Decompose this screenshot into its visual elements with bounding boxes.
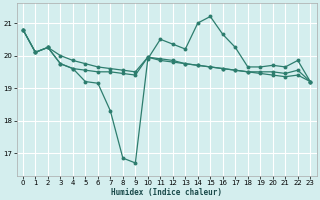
X-axis label: Humidex (Indice chaleur): Humidex (Indice chaleur) bbox=[111, 188, 222, 197]
